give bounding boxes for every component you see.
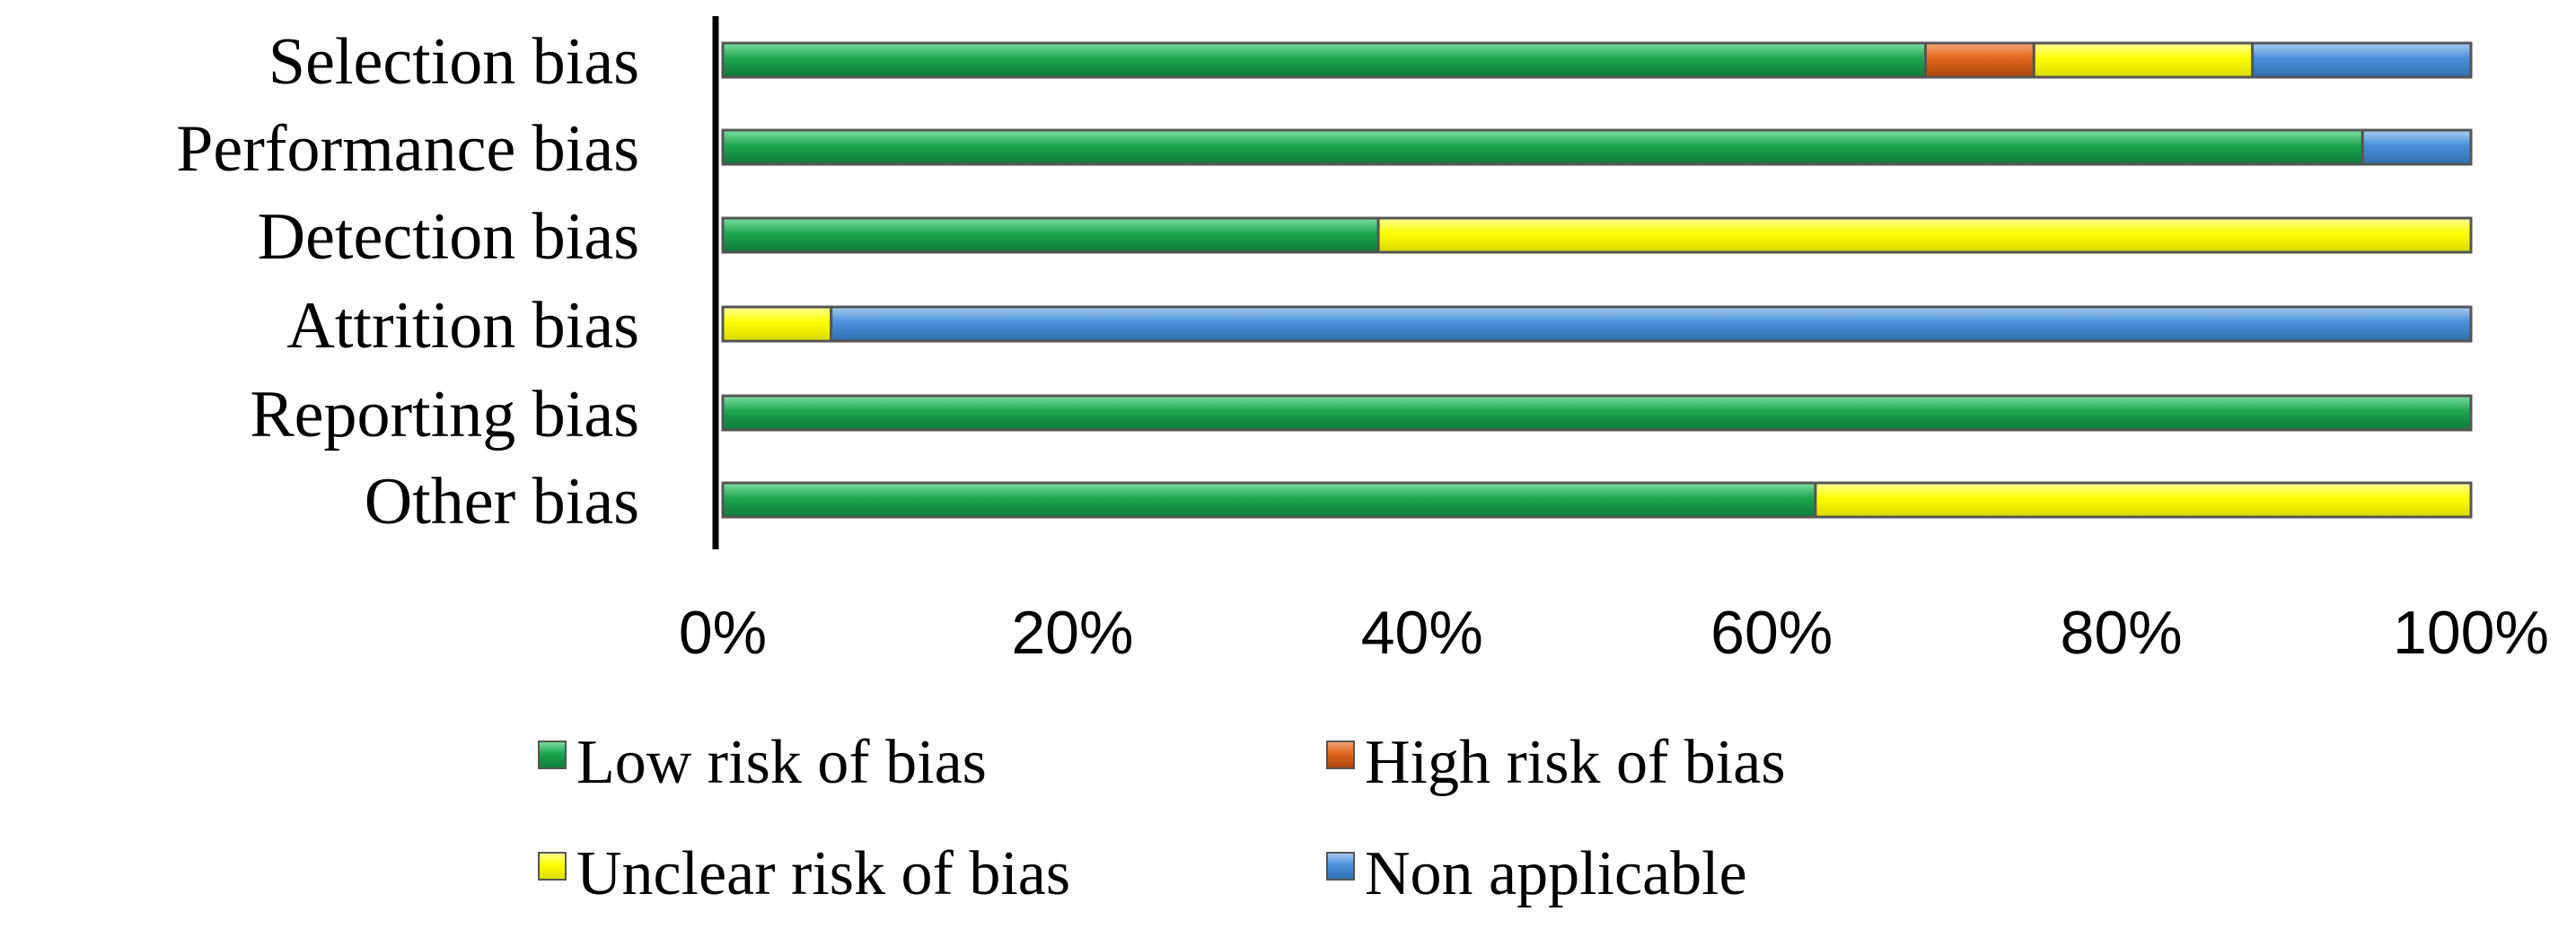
bar-selection-bias-high-risk-of-bias — [1924, 41, 2035, 79]
legend-swatch-low-risk-of-bias — [538, 741, 567, 769]
bar-other-bias-unclear-risk-of-bias — [1814, 481, 2473, 519]
bar-selection-bias-non-applicable — [2251, 41, 2473, 79]
x-tick-80: 80% — [2061, 599, 2183, 667]
bar-other-bias-low-risk-of-bias — [721, 481, 1817, 519]
x-tick-100: 100% — [2393, 599, 2549, 667]
x-tick-60: 60% — [1710, 599, 1833, 667]
bar-selection-bias-low-risk-of-bias — [721, 41, 1927, 79]
legend: Low risk of bias High risk of bias Unclear… — [538, 728, 1786, 908]
legend-label-low-risk-of-bias: Low risk of bias — [576, 728, 987, 797]
legend-swatch-unclear-risk-of-bias — [538, 852, 567, 881]
bar-attrition-bias-non-applicable — [830, 305, 2473, 343]
bar-performance-bias-non-applicable — [2361, 128, 2473, 166]
bar-detection-bias-low-risk-of-bias — [721, 216, 1380, 254]
x-tick-20: 20% — [1011, 599, 1133, 667]
bar-reporting-bias-low-risk-of-bias — [721, 394, 2473, 432]
x-tick-labels: 0% 20% 40% 60% 80% 100% — [679, 599, 2549, 667]
legend-swatch-non-applicable — [1326, 852, 1355, 881]
category-label-other-bias: Other bias — [365, 465, 639, 539]
category-label-reporting-bias: Reporting bias — [250, 378, 639, 451]
category-labels: Selection bias Performance bias Detection … — [176, 25, 639, 539]
legend-label-non-applicable: Non applicable — [1365, 839, 1747, 908]
category-label-selection-bias: Selection bias — [268, 25, 639, 99]
x-tick-0: 0% — [679, 599, 767, 667]
bar-performance-bias-low-risk-of-bias — [721, 128, 2364, 166]
category-label-performance-bias: Performance bias — [176, 112, 639, 186]
x-tick-40: 40% — [1361, 599, 1483, 667]
category-label-attrition-bias: Attrition bias — [286, 289, 639, 363]
legend-label-high-risk-of-bias: High risk of bias — [1365, 728, 1786, 797]
legend-label-unclear-risk-of-bias: Unclear risk of bias — [576, 839, 1070, 908]
bars-group — [721, 41, 2473, 519]
category-label-detection-bias: Detection bias — [258, 200, 639, 274]
bar-detection-bias-unclear-risk-of-bias — [1376, 216, 2473, 254]
bar-attrition-bias-unclear-risk-of-bias — [721, 305, 833, 343]
bar-selection-bias-unclear-risk-of-bias — [2032, 41, 2255, 79]
legend-swatch-high-risk-of-bias — [1326, 741, 1355, 769]
